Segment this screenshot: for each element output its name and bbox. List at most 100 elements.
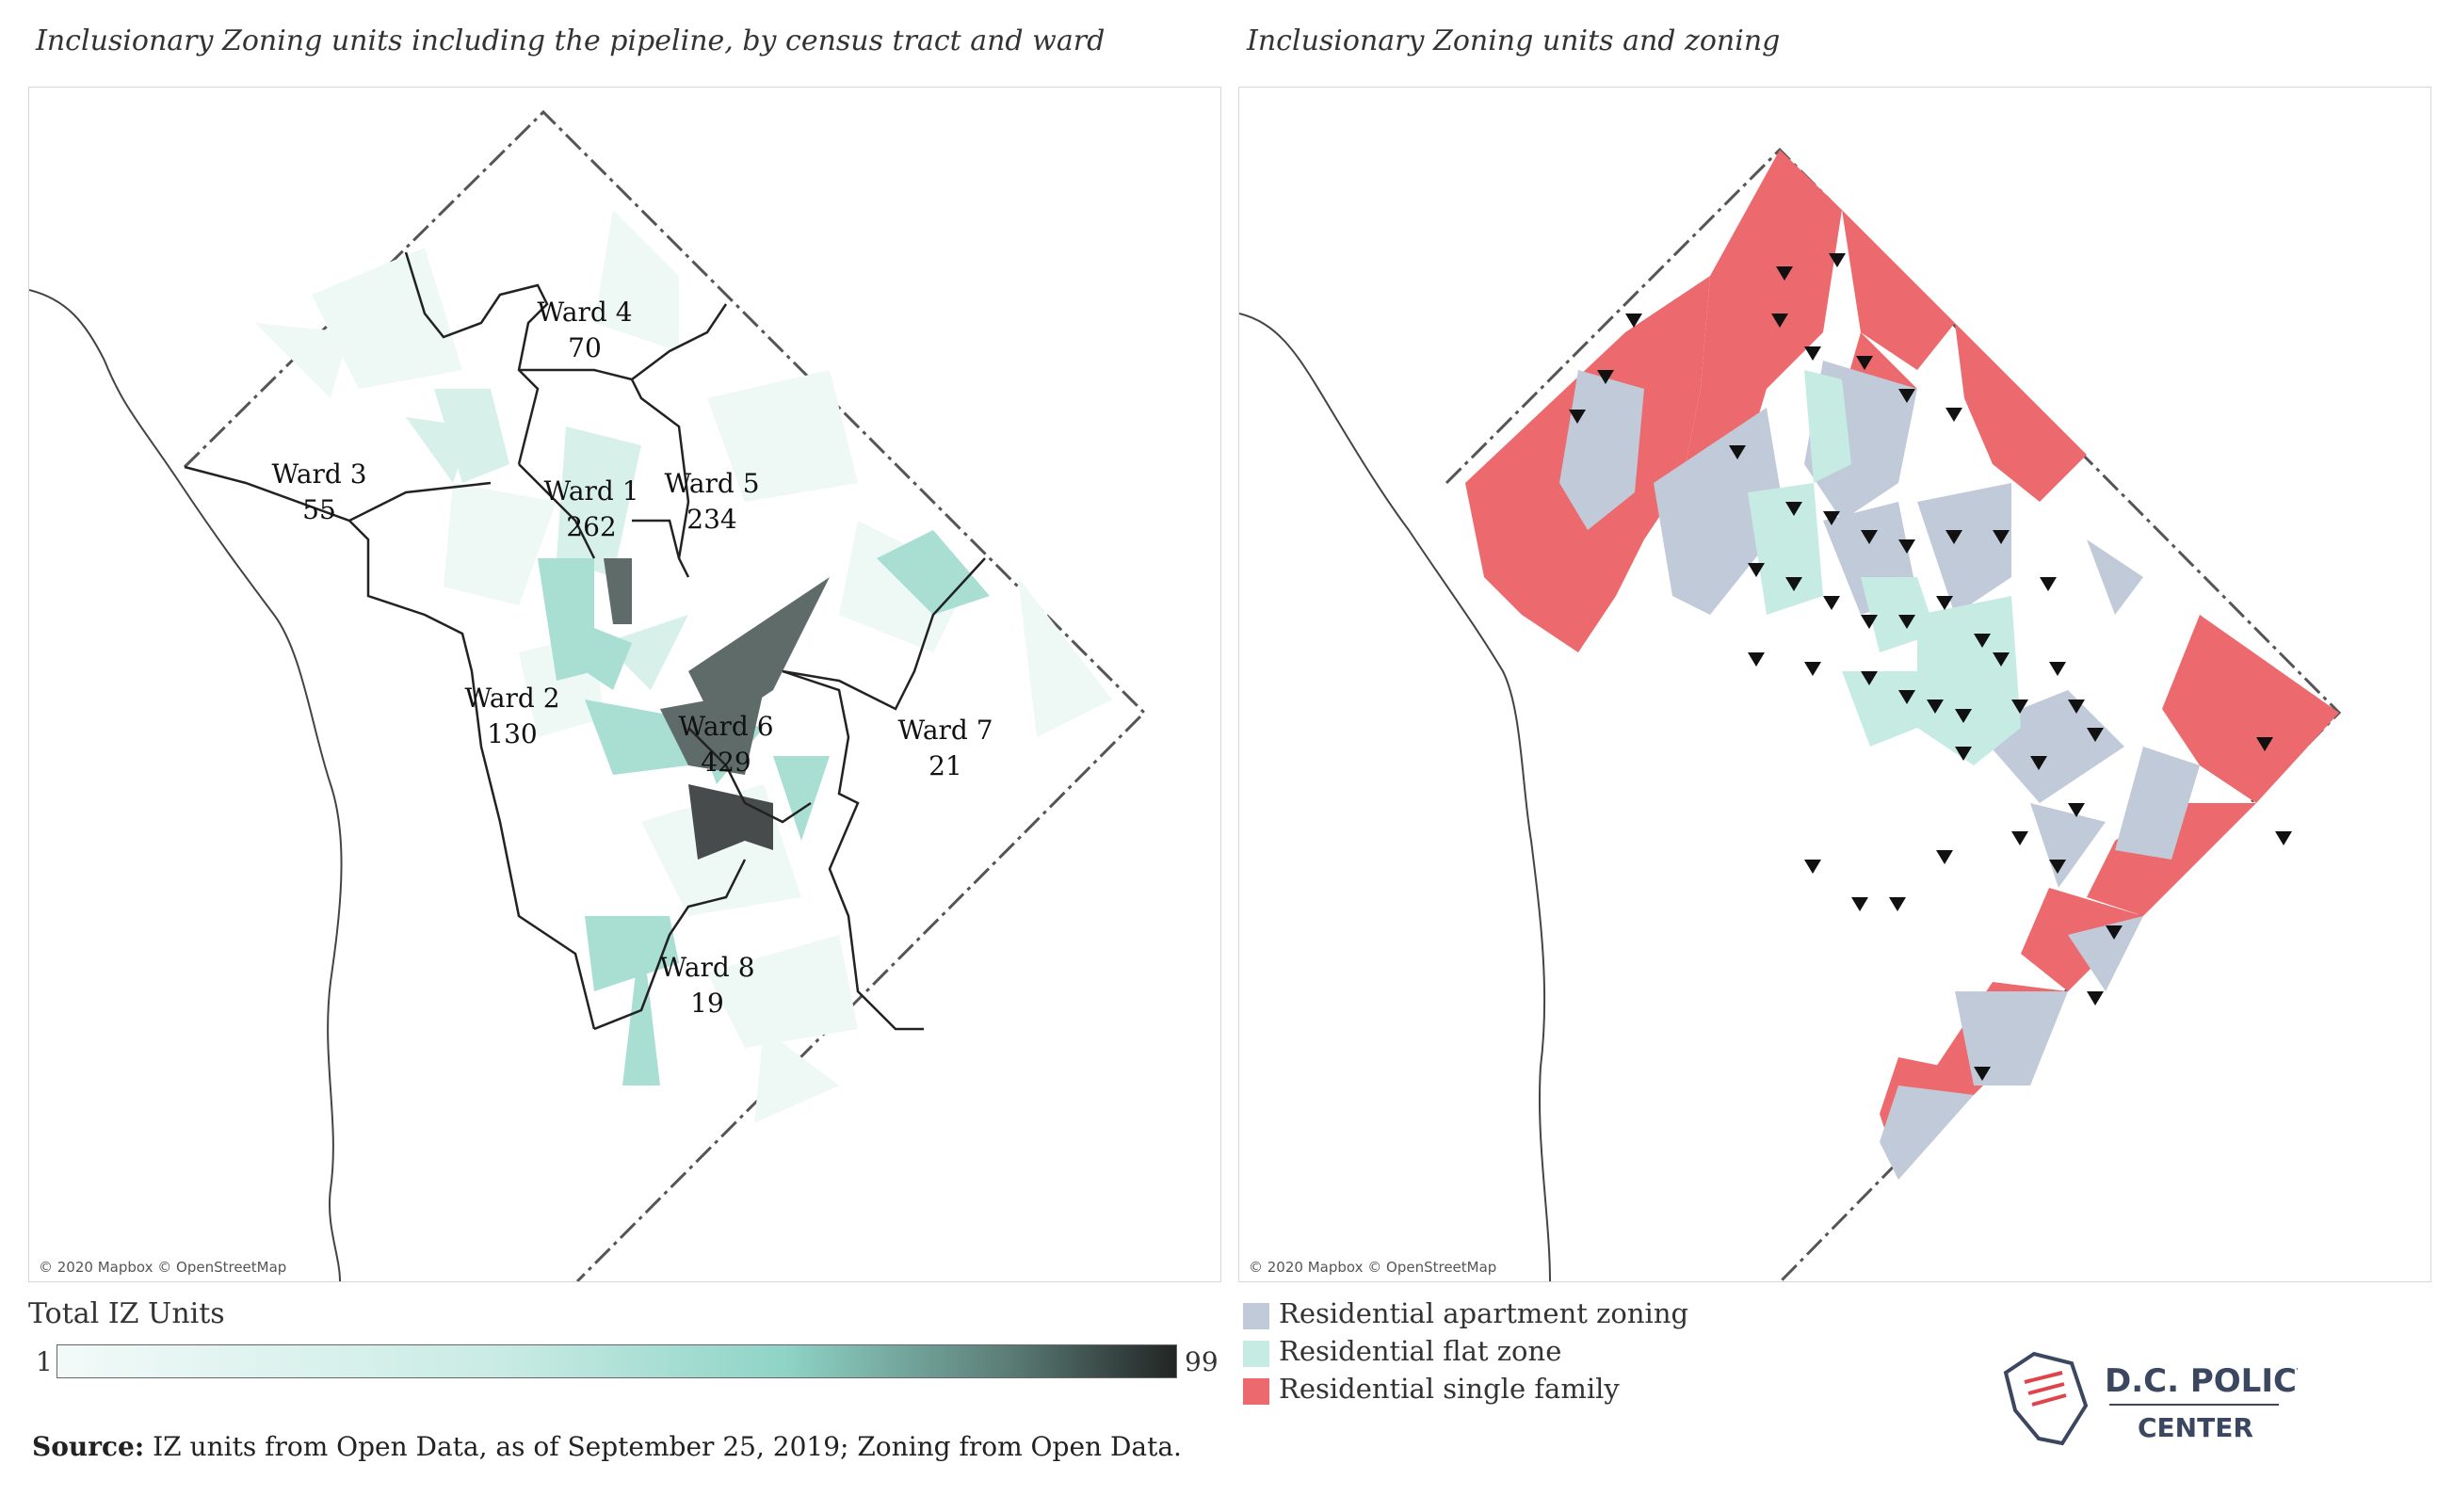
iz-marker — [2011, 831, 2028, 845]
zoning-map-canvas — [1239, 147, 2342, 1281]
ward3-label: Ward 3 — [271, 458, 366, 490]
iz-marker — [1861, 671, 1878, 685]
iz-marker — [1776, 266, 1793, 281]
iz-marker — [1898, 539, 1915, 554]
ward5-value: 234 — [686, 504, 736, 535]
iz-marker — [1955, 747, 1972, 761]
iz-marker — [2256, 737, 2273, 751]
darkest-tract — [688, 784, 773, 860]
iz-marker — [1945, 530, 1962, 544]
iz-marker — [1729, 445, 1746, 459]
iz-marker — [1804, 662, 1821, 676]
ward4-label: Ward 4 — [537, 297, 632, 328]
ward2-value: 130 — [487, 718, 537, 749]
iz-marker — [1898, 690, 1915, 704]
iz-marker — [2068, 803, 2085, 817]
iz-unit-markers — [1569, 253, 2292, 1081]
iz-marker — [2049, 662, 2066, 676]
iz-marker — [2087, 991, 2104, 1005]
dark-tracts — [604, 558, 830, 775]
iz-marker — [1936, 596, 1953, 610]
iz-marker — [1945, 408, 1962, 422]
ward3-value: 55 — [302, 494, 336, 525]
legend-max-value: 99 — [1185, 1346, 1219, 1377]
iz-marker — [2087, 728, 2104, 742]
iz-marker — [1829, 253, 1846, 267]
map-attribution[interactable]: © 2020 Mapbox © OpenStreetMap — [39, 1259, 287, 1276]
source-text: IZ units from Open Data, as of September… — [153, 1431, 1182, 1462]
left-map-title: Inclusionary Zoning units including the … — [36, 24, 1106, 57]
ward8-label: Ward 8 — [659, 952, 754, 983]
iz-units-map-canvas: Ward 4 70 Ward 3 55 Ward 1 262 Ward 5 23… — [29, 109, 1147, 1281]
iz-marker — [1823, 511, 1840, 525]
iz-marker — [2106, 925, 2123, 940]
ward7-label: Ward 7 — [897, 715, 993, 746]
right-map-title: Inclusionary Zoning units and zoning — [1247, 24, 1781, 57]
dc-policy-center-logo: D.C. POLICY CENTER — [2003, 1351, 2298, 1446]
ward4-value: 70 — [568, 332, 602, 363]
iz-marker — [1785, 577, 1802, 591]
iz-marker — [1993, 652, 2010, 667]
iz-marker — [1936, 850, 1953, 864]
iz-marker — [1955, 709, 1972, 723]
iz-marker — [2040, 577, 2057, 591]
apartment-swatch — [1243, 1303, 1269, 1329]
single-family-swatch — [1243, 1378, 1269, 1405]
legend-title: Total IZ Units — [28, 1297, 225, 1330]
iz-marker — [1804, 346, 1821, 361]
apartment-zones — [1559, 361, 2200, 1180]
iz-marker — [1993, 530, 2010, 544]
ward7-value: 21 — [928, 750, 962, 781]
ward8-value: 19 — [690, 988, 724, 1019]
iz-marker — [2011, 700, 2028, 714]
iz-marker — [1748, 563, 1765, 577]
source-note: Source: IZ units from Open Data, as of S… — [32, 1431, 1182, 1462]
iz-marker — [1785, 502, 1802, 516]
iz-marker — [1851, 897, 1868, 911]
ward-boundaries — [184, 251, 986, 1031]
iz-marker — [1974, 1067, 1991, 1081]
iz-marker — [1898, 389, 1915, 403]
ward2-label: Ward 2 — [464, 683, 559, 714]
iz-marker — [1748, 652, 1765, 667]
iz-marker — [1625, 314, 1642, 328]
iz-marker — [1823, 596, 1840, 610]
iz-marker — [1861, 615, 1878, 629]
logo-mark-icon — [2003, 1351, 2089, 1446]
logo-line1: D.C. POLICY — [2105, 1362, 2298, 1400]
iz-marker — [1771, 314, 1788, 328]
single-family-legend-label: Residential single family — [1279, 1373, 1620, 1405]
iz-marker — [1856, 356, 1873, 370]
ward1-label: Ward 1 — [543, 475, 638, 507]
ward6-label: Ward 6 — [678, 711, 773, 742]
iz-marker — [1861, 530, 1878, 544]
legend-gradient-bar — [57, 1344, 1177, 1378]
iz-marker — [2049, 860, 2066, 874]
potomac-river-line — [1239, 313, 1551, 1281]
iz-marker — [1898, 615, 1915, 629]
single-family-zones — [1465, 150, 2339, 1170]
ward6-value: 429 — [701, 747, 751, 778]
iz-marker — [1569, 410, 1586, 424]
iz-marker — [1927, 700, 1944, 714]
ward5-label: Ward 5 — [664, 468, 759, 499]
potomac-river-line — [29, 289, 343, 1281]
light-tracts — [255, 210, 1112, 1123]
iz-marker — [1804, 860, 1821, 874]
zoning-map[interactable]: © 2020 Mapbox © OpenStreetMap — [1238, 87, 2431, 1282]
iz-marker — [2275, 831, 2292, 845]
logo-line2: CENTER — [2138, 1412, 2253, 1443]
iz-marker — [1974, 634, 1991, 648]
iz-marker — [2030, 756, 2047, 770]
flat-legend-label: Residential flat zone — [1279, 1335, 1562, 1367]
flat-swatch — [1243, 1341, 1269, 1367]
mid-tracts — [406, 389, 688, 690]
legend-min-value: 1 — [36, 1346, 53, 1377]
map-attribution[interactable]: © 2020 Mapbox © OpenStreetMap — [1249, 1259, 1497, 1276]
iz-marker — [1597, 370, 1614, 384]
iz-units-map[interactable]: Ward 4 70 Ward 3 55 Ward 1 262 Ward 5 23… — [28, 87, 1221, 1282]
ward1-value: 262 — [566, 511, 616, 542]
apartment-legend-label: Residential apartment zoning — [1279, 1297, 1689, 1329]
source-label: Source: — [32, 1431, 145, 1462]
iz-marker — [2068, 700, 2085, 714]
